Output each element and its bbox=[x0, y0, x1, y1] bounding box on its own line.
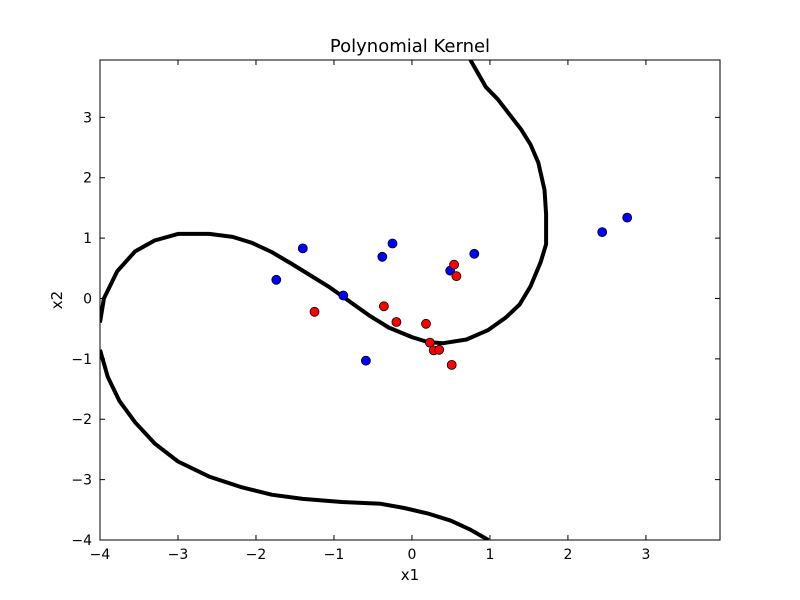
data-point-red-10 bbox=[451, 271, 462, 282]
data-point-red-2 bbox=[378, 301, 389, 312]
x-tick-label: 3 bbox=[641, 547, 650, 563]
x-axis-label: x1 bbox=[401, 566, 419, 584]
boundary-curve-1 bbox=[100, 60, 549, 346]
y-axis-label: x2 bbox=[48, 291, 66, 309]
data-point-blue-9 bbox=[597, 227, 608, 238]
x-tick-label: −4 bbox=[90, 547, 111, 563]
data-point-blue-2 bbox=[297, 243, 308, 254]
y-tick-label: 3 bbox=[83, 110, 92, 126]
boundary-curve-2 bbox=[100, 349, 490, 540]
scatter-points bbox=[271, 212, 633, 370]
data-point-blue-1 bbox=[271, 274, 282, 285]
data-point-blue-10 bbox=[622, 212, 633, 223]
data-point-red-8 bbox=[446, 359, 457, 370]
x-tick-label: −2 bbox=[246, 547, 267, 563]
data-point-blue-3 bbox=[338, 290, 349, 301]
y-tick-label: 0 bbox=[83, 291, 92, 307]
x-tick-label: 1 bbox=[485, 547, 494, 563]
decision-boundary bbox=[100, 60, 549, 540]
y-tick-label: −1 bbox=[71, 352, 92, 368]
x-tick-label: −1 bbox=[324, 547, 345, 563]
y-tick-label: −2 bbox=[71, 412, 92, 428]
data-point-blue-8 bbox=[360, 355, 371, 366]
axis-ticks: −4 −3 −2 −1 0 1 2 3 −4 −3 −2 −1 0 1 2 3 bbox=[71, 60, 720, 563]
chart-title: Polynomial Kernel bbox=[330, 36, 490, 57]
y-tick-label: −3 bbox=[71, 473, 92, 489]
data-point-red-1 bbox=[309, 306, 320, 317]
x-tick-label: 0 bbox=[407, 547, 416, 563]
y-tick-label: 1 bbox=[83, 231, 92, 247]
data-point-red-7 bbox=[434, 344, 445, 355]
x-tick-label: −3 bbox=[168, 547, 189, 563]
y-tick-label: −4 bbox=[71, 533, 92, 549]
data-point-blue-5 bbox=[387, 238, 398, 249]
data-point-red-5 bbox=[424, 337, 435, 348]
data-point-red-9 bbox=[449, 259, 460, 270]
y-tick-label: 2 bbox=[83, 171, 92, 187]
data-point-blue-7 bbox=[469, 248, 480, 259]
data-point-blue-4 bbox=[377, 251, 388, 262]
data-point-red-3 bbox=[391, 317, 402, 327]
data-point-red-4 bbox=[421, 318, 431, 329]
plot-frame bbox=[99, 59, 721, 541]
x-tick-label: 2 bbox=[563, 547, 572, 563]
